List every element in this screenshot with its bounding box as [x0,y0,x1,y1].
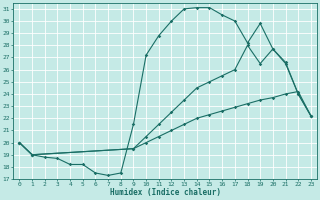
X-axis label: Humidex (Indice chaleur): Humidex (Indice chaleur) [110,188,220,197]
